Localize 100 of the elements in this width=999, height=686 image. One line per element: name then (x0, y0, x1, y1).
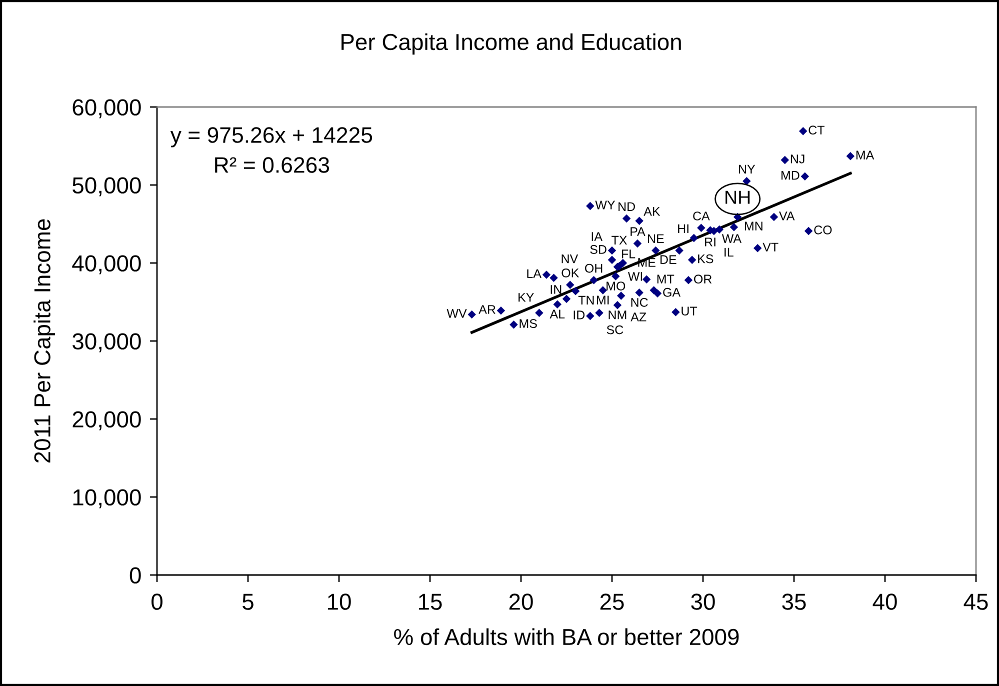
point (770, 213, 778, 221)
x-tick-label: 0 (152, 594, 162, 610)
point (510, 320, 518, 329)
annotation: NH (726, 190, 750, 204)
point (672, 308, 680, 316)
data-label: VT (762, 242, 778, 252)
x-tick-label: 5 (242, 594, 254, 610)
x-tick-label: 30 (691, 594, 715, 610)
data-label: CO (814, 226, 832, 234)
data-label: CT (808, 126, 824, 135)
data-label: WY (595, 200, 616, 210)
point (799, 127, 808, 136)
y-tick-label: 60,000 (72, 99, 141, 118)
x-tick-label: 15 (419, 594, 442, 610)
point (566, 280, 574, 289)
data-label: ND (618, 202, 635, 211)
data-label: AR (478, 305, 496, 314)
x-axis-title: % of Adults with BA or better 2009 (394, 628, 739, 646)
point (618, 259, 627, 267)
data-label: MS (520, 319, 537, 328)
data-label: VA (779, 212, 795, 220)
data-label: ID (574, 310, 585, 320)
point (697, 224, 706, 232)
point (590, 276, 598, 284)
point (780, 156, 789, 164)
x-tick-label: 40 (872, 594, 897, 610)
point (612, 272, 620, 280)
point (586, 312, 594, 320)
data-label: NE (648, 234, 664, 243)
point (617, 292, 626, 300)
point (608, 246, 616, 254)
x-tick-label: 25 (600, 594, 624, 610)
data-label: RI (705, 238, 716, 246)
data-label: NV (562, 254, 578, 264)
point (734, 213, 742, 221)
point (497, 306, 505, 315)
point (742, 177, 751, 186)
data-label: CA (693, 212, 710, 220)
point (635, 216, 644, 225)
point (688, 256, 696, 264)
annotation: y = 975.26x + 14225 (170, 127, 372, 148)
y-tick-label: 30,000 (72, 333, 141, 352)
point (690, 234, 698, 242)
y-tick-label: 50,000 (72, 177, 141, 196)
x-tick-label: 35 (782, 594, 806, 610)
data-label: OR (694, 274, 712, 284)
data-label: MN (744, 222, 762, 230)
point (654, 289, 662, 298)
point (650, 286, 658, 294)
point (598, 286, 607, 294)
y-tick-label: 10,000 (73, 489, 141, 508)
data-label: TX (612, 236, 628, 245)
data-label: LA (527, 269, 542, 278)
x-tick-label: 20 (509, 594, 533, 610)
point (608, 256, 616, 264)
point (675, 246, 684, 254)
point (684, 276, 692, 284)
data-label: TN (578, 296, 594, 304)
point (754, 244, 762, 252)
point (614, 301, 622, 310)
data-label: FL (622, 250, 636, 258)
data-label: AL (550, 310, 565, 318)
data-label: AK (644, 207, 660, 216)
data-label: NY (739, 164, 756, 174)
data-label: MO (606, 282, 626, 290)
data-label: MT (657, 274, 674, 284)
point (468, 310, 476, 318)
point (562, 294, 570, 303)
chart-title: Per Capita Income and Education (342, 33, 681, 55)
y-tick-label: 40,000 (72, 255, 141, 274)
point (846, 152, 854, 160)
point (586, 202, 594, 210)
point (730, 223, 738, 232)
data-label: MD (782, 171, 800, 180)
data-label: OK (562, 268, 580, 278)
x-tick-label: 45 (964, 594, 988, 610)
point (550, 274, 558, 282)
data-label: WI (628, 272, 642, 281)
point (635, 288, 644, 297)
point (804, 227, 813, 235)
point (553, 300, 562, 308)
point (572, 287, 580, 296)
point (622, 214, 631, 222)
data-label: DE (660, 255, 676, 264)
data-label: WA (722, 234, 742, 243)
data-label: NJ (790, 154, 804, 164)
data-label: MA (856, 150, 874, 160)
point (652, 246, 660, 254)
data-label: PA (630, 227, 646, 236)
data-label: WV (446, 309, 467, 318)
y-tick-label: 20,000 (72, 411, 141, 430)
data-label: SC (606, 325, 624, 334)
data-label: KY (518, 293, 534, 302)
point (715, 226, 724, 234)
point (634, 240, 642, 248)
point (535, 308, 544, 317)
data-label: GA (663, 288, 681, 297)
data-label: NC (631, 298, 648, 307)
point (595, 308, 604, 317)
point (542, 270, 550, 279)
